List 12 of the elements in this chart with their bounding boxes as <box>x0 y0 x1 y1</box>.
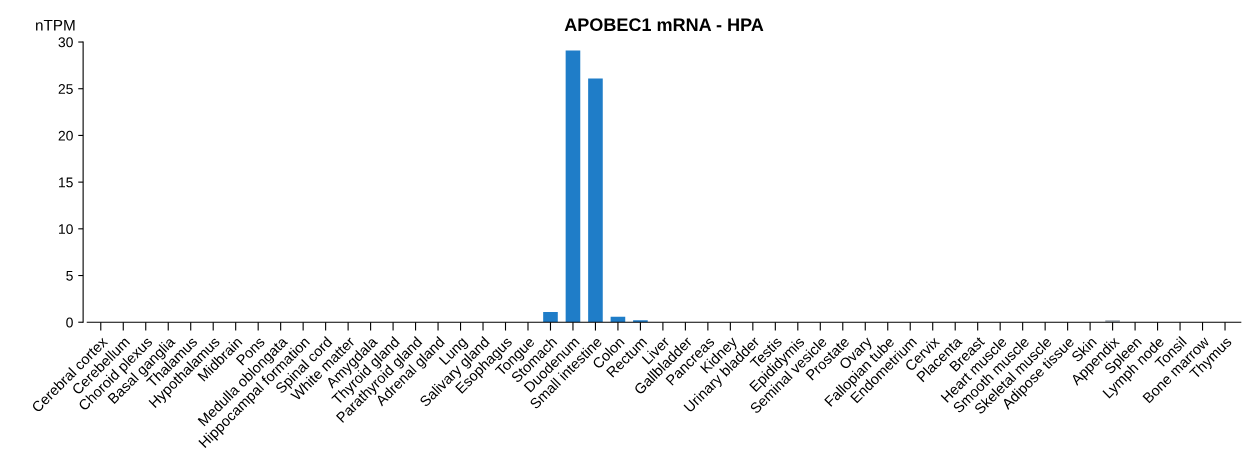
y-tick-label: 30 <box>58 37 73 48</box>
y-tick-label: 25 <box>58 84 73 94</box>
chart-title: APOBEC1 mRNA - HPA <box>564 18 764 32</box>
y-tick-label: 0 <box>66 317 73 328</box>
bar <box>588 78 603 323</box>
y-axis-title: nTPM <box>36 19 75 31</box>
y-tick-label: 15 <box>59 177 73 188</box>
y-tick-label: 5 <box>66 271 73 281</box>
bar <box>565 50 581 323</box>
y-tick-label: 10 <box>59 224 73 234</box>
y-tick-label: 20 <box>58 130 73 141</box>
bar <box>543 311 558 323</box>
